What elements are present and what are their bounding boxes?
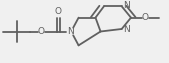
Text: O: O	[38, 27, 45, 36]
Text: N: N	[123, 25, 130, 34]
Text: O: O	[142, 13, 149, 22]
Text: N: N	[67, 27, 74, 36]
Text: N: N	[123, 2, 130, 10]
Text: O: O	[55, 7, 62, 16]
